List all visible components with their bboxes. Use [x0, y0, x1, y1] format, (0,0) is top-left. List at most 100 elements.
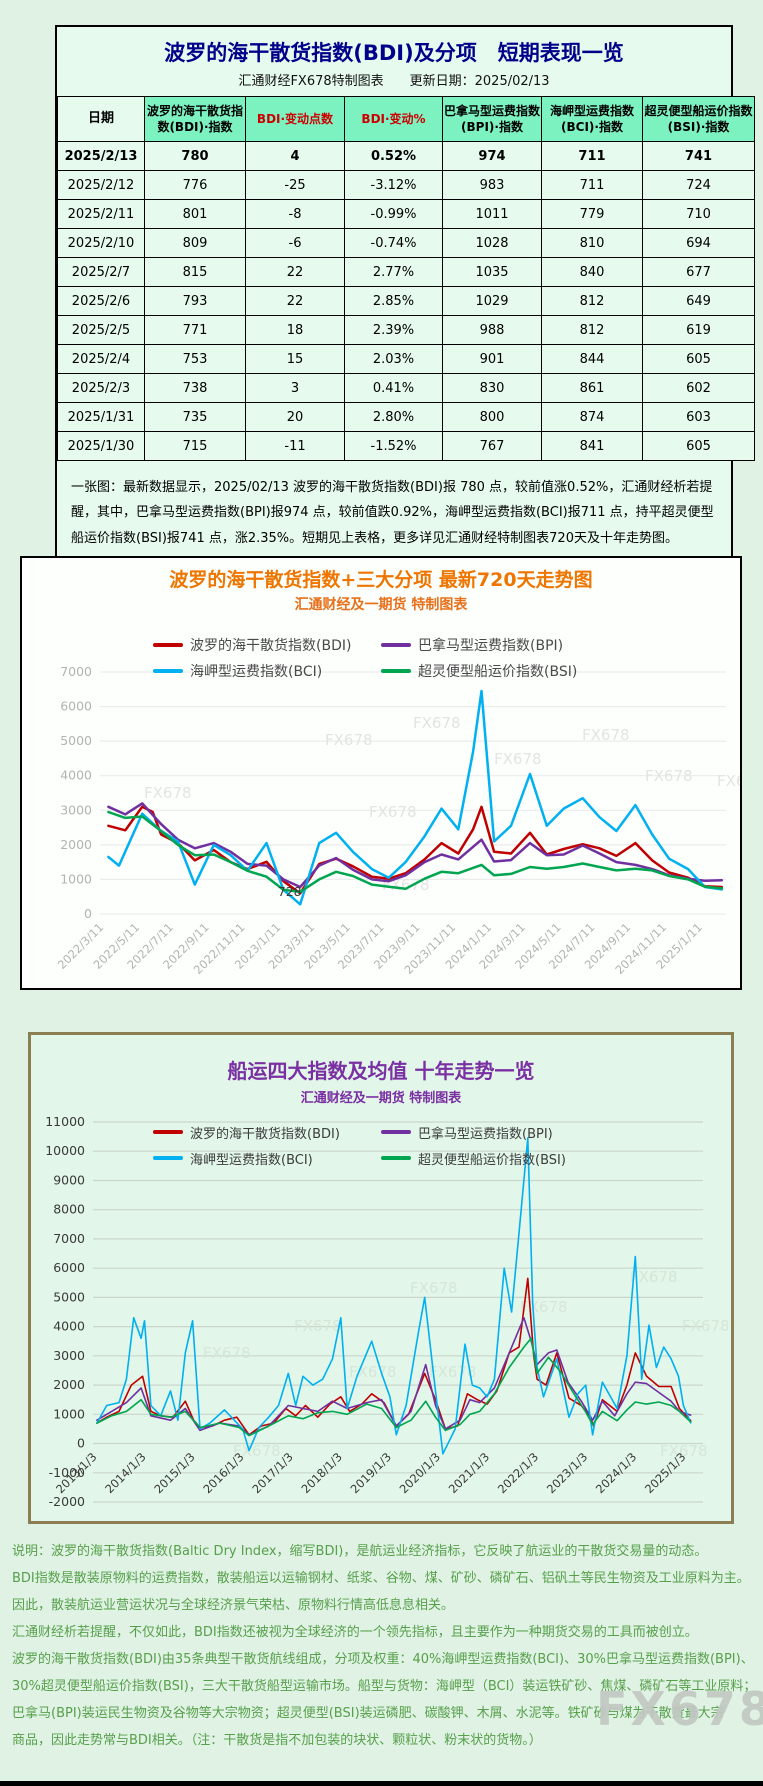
table-cell: 841: [541, 431, 643, 461]
table-cell: 711: [541, 170, 643, 200]
table-cell: -0.74%: [344, 228, 443, 258]
table-cell: 753: [144, 344, 246, 374]
svg-text:FX678: FX678: [494, 750, 542, 768]
svg-text:FX678: FX678: [369, 803, 417, 821]
table-cell: 605: [642, 431, 755, 461]
table-cell: -8: [245, 199, 345, 229]
table-cell: 715: [144, 431, 246, 461]
table-cell: 974: [442, 141, 542, 171]
table-cell: 2.77%: [344, 257, 443, 287]
legend-line-swatch: [153, 1156, 183, 1160]
table-row: 2025/2/11 801 -8 -0.99% 1011 779 710: [57, 199, 755, 229]
table-cell: 2025/2/10: [57, 228, 145, 258]
chart-720d: 7000 6000 5000 4000 3000 2000 1000 0 FX678 FX678 F…: [55, 664, 740, 977]
table-cell: 2.80%: [344, 402, 443, 432]
short-term-table-panel: 波罗的海干散货指数(BDI)及分项 短期表现一览 汇通财经FX678特制图表 更…: [55, 25, 755, 566]
table-cell: 4: [245, 141, 345, 171]
table-row: 2025/2/5 771 18 2.39% 988 812 619: [57, 315, 755, 345]
svg-text:6000: 6000: [60, 699, 92, 714]
legend-item: 海岬型运费指数(BCI): [153, 1147, 381, 1169]
table-cell: 18: [245, 315, 345, 345]
table-cell: -0.99%: [344, 199, 443, 229]
legend-line-swatch: [153, 643, 183, 647]
table-row: 2025/2/10 809 -6 -0.74% 1028 810 694: [57, 228, 755, 258]
column-header: BDI·变动%: [344, 96, 443, 142]
legend-line-swatch: [381, 1156, 411, 1160]
chart-10y-subtitle: 汇通财经及一期货 特制图表: [300, 1091, 462, 1106]
svg-text:7000: 7000: [60, 664, 92, 679]
legend-label: 海岬型运费指数(BCI): [190, 1152, 313, 1168]
svg-text:9000: 9000: [53, 1173, 85, 1188]
column-header: 波罗的海干散货指数(BDI)·指数: [144, 96, 246, 142]
svg-text:10000: 10000: [45, 1143, 85, 1158]
column-header: 日期: [57, 96, 145, 142]
table-cell: 830: [442, 373, 542, 403]
table-row: 2025/1/31 735 20 2.80% 800 874 603: [57, 402, 755, 432]
svg-text:FX678: FX678: [682, 1317, 729, 1335]
table-row: 2025/2/7 815 22 2.77% 1035 840 677: [57, 257, 755, 287]
svg-text:-1000: -1000: [49, 1465, 85, 1480]
svg-text:2000: 2000: [53, 1377, 85, 1392]
table-cell: 2025/1/30: [57, 431, 145, 461]
table-cell: 776: [144, 170, 246, 200]
table-cell: 619: [642, 315, 755, 345]
chart-10y: 1100010000900080007000600050004000300020…: [45, 1114, 729, 1509]
table-cell: 901: [442, 344, 542, 374]
table-cell: 2025/2/4: [57, 344, 145, 374]
table-cell: -3.12%: [344, 170, 443, 200]
bdi-table-body: 2025/2/13 780 4 0.52% 974 711 741 2025/2/12 776-…: [57, 141, 755, 461]
table-cell: 844: [541, 344, 643, 374]
column-header: BDI·变动点数: [245, 96, 345, 142]
table-cell: 2025/2/5: [57, 315, 145, 345]
table-cell: 801: [144, 199, 246, 229]
table-cell: 2025/2/6: [57, 286, 145, 316]
legend-label: 波罗的海干散货指数(BDI): [190, 1126, 340, 1142]
table-cell: -25: [245, 170, 345, 200]
table-cell: 1029: [442, 286, 542, 316]
svg-text:8000: 8000: [53, 1202, 85, 1217]
column-header: 巴拿马型运费指数(BPI)·指数: [442, 96, 542, 142]
svg-text:FX678: FX678: [144, 784, 192, 802]
legend-item: 超灵便型船运价指数(BSI): [381, 1147, 609, 1169]
svg-text:FX678: FX678: [582, 726, 630, 744]
table-cell: 0.52%: [344, 141, 443, 171]
chart-10y-title: 船运四大指数及均值 十年走势一览: [227, 1059, 535, 1083]
bdi-data-table: 日期 波罗的海干散货指数(BDI)·指数 BDI·变动点数 BDI·变动% 巴拿马型运费…: [57, 96, 755, 461]
legend-line-swatch: [381, 1130, 411, 1134]
svg-text:3000: 3000: [53, 1348, 85, 1363]
table-cell: 1035: [442, 257, 542, 287]
table-panel-title: 波罗的海干散货指数(BDI)及分项 短期表现一览: [164, 41, 624, 65]
legend-label: 巴拿马型运费指数(BPI): [418, 638, 564, 654]
table-cell: 20: [245, 402, 345, 432]
svg-text:3000: 3000: [60, 802, 92, 817]
table-cell: 2025/2/11: [57, 199, 145, 229]
table-cell: 710: [642, 199, 755, 229]
bottom-border-bar: [0, 1781, 763, 1786]
svg-text:1000: 1000: [60, 871, 92, 886]
svg-text:FX678: FX678: [645, 767, 693, 785]
legend-line-swatch: [153, 1130, 183, 1134]
legend-item: 超灵便型船运价指数(BSI): [381, 660, 609, 682]
table-cell: -11: [245, 431, 345, 461]
explanatory-notes: 说明：波罗的海干散货指数(Baltic Dry Index，缩写BDI)，是航运…: [12, 1538, 756, 1754]
table-cell: 780: [144, 141, 246, 171]
table-row: 2025/2/12 776 -25 -3.12% 983 711 724: [57, 170, 755, 200]
bdi-table-header: 日期 波罗的海干散货指数(BDI)·指数 BDI·变动点数 BDI·变动% 巴拿马型运费…: [57, 96, 755, 142]
table-cell: 810: [541, 228, 643, 258]
table-cell: 22: [245, 286, 345, 316]
table-cell: 2.39%: [344, 315, 443, 345]
table-cell: 812: [541, 286, 643, 316]
note-line: 因此，散装航运业营运状况与全球经济景气荣枯、原物料行情高低息息相关。: [12, 1598, 455, 1613]
svg-text:FX678: FX678: [660, 1442, 708, 1460]
table-cell: 649: [642, 286, 755, 316]
svg-text:2000: 2000: [60, 837, 92, 852]
table-cell: 2025/2/13: [57, 141, 145, 171]
table-cell: 983: [442, 170, 542, 200]
svg-text:0: 0: [84, 906, 92, 921]
table-cell: 779: [541, 199, 643, 229]
column-header: 超灵便型船运价指数(BSI)·指数: [642, 96, 755, 142]
svg-text:5000: 5000: [53, 1289, 85, 1304]
table-cell: 874: [541, 402, 643, 432]
table-cell: 2.85%: [344, 286, 443, 316]
